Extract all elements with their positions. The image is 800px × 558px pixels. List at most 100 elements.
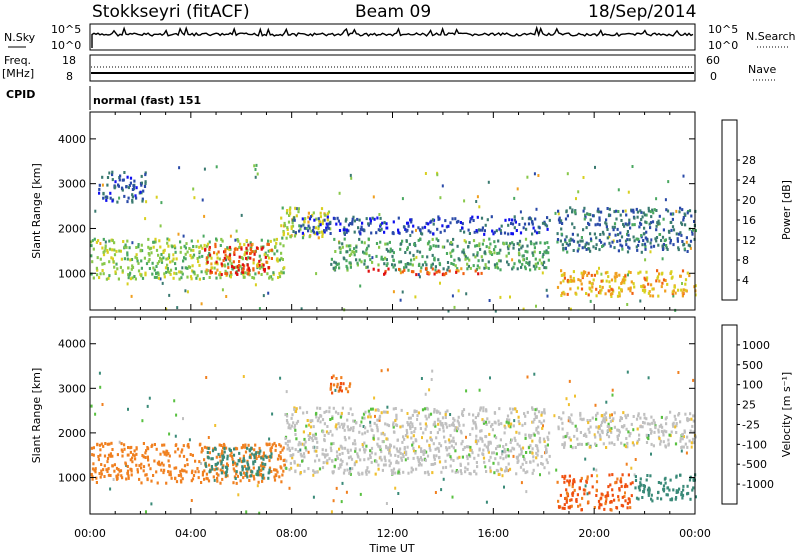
data-cell	[579, 411, 582, 415]
scatter-cell	[258, 307, 261, 311]
data-cell	[515, 455, 518, 459]
scatter-cell	[525, 490, 528, 494]
data-cell	[280, 480, 283, 484]
data-cell	[619, 477, 623, 481]
scatter-cell	[596, 474, 599, 478]
data-cell	[477, 272, 480, 276]
data-cell	[255, 246, 259, 250]
data-cell	[650, 442, 653, 446]
scatter-cell	[184, 289, 187, 293]
data-cell	[222, 464, 225, 468]
data-cell	[135, 452, 138, 456]
data-cell	[264, 462, 267, 466]
data-cell	[329, 418, 332, 421]
data-cell	[685, 289, 688, 293]
data-cell	[574, 446, 577, 449]
data-cell	[681, 433, 684, 437]
data-cell	[664, 481, 667, 485]
data-cell	[679, 420, 682, 424]
data-cell	[436, 431, 439, 435]
data-cell	[471, 215, 474, 219]
data-cell	[123, 257, 126, 261]
data-cell	[200, 270, 203, 274]
data-cell	[528, 216, 531, 220]
data-cell	[226, 457, 229, 461]
nsky-trace	[91, 25, 694, 48]
data-cell	[507, 223, 510, 227]
data-cell	[113, 241, 116, 245]
data-cell	[563, 480, 566, 484]
data-cell	[315, 217, 318, 221]
data-cell	[505, 242, 508, 245]
data-cell	[493, 251, 496, 255]
data-cell	[288, 214, 291, 217]
data-cell	[135, 196, 138, 200]
data-cell	[315, 454, 318, 458]
data-cell	[115, 262, 118, 266]
data-cell	[633, 216, 636, 220]
data-cell	[384, 269, 387, 273]
data-cell	[565, 434, 568, 438]
data-cell	[360, 260, 363, 264]
data-cell	[663, 477, 666, 481]
data-cell	[595, 480, 599, 484]
data-cell	[531, 407, 534, 411]
data-cell	[188, 247, 191, 250]
data-cell	[404, 251, 407, 254]
data-cell	[600, 423, 603, 427]
data-cell	[293, 216, 296, 220]
data-cell	[295, 214, 298, 218]
data-cell	[260, 245, 263, 249]
colorbar-tick-label: 28	[742, 154, 756, 167]
data-cell	[496, 262, 499, 266]
data-cell	[471, 427, 474, 431]
data-cell	[385, 437, 388, 441]
data-cell	[370, 460, 373, 464]
data-cell	[588, 430, 591, 434]
data-cell	[224, 248, 227, 252]
scatter-cell	[677, 371, 680, 374]
data-cell	[683, 429, 686, 433]
data-cell	[106, 183, 109, 187]
data-cell	[224, 264, 227, 268]
data-cell	[129, 467, 132, 471]
scatter-cell	[605, 418, 608, 422]
data-cell	[622, 276, 625, 279]
scatter-cell	[451, 495, 454, 499]
data-cell	[458, 258, 461, 262]
data-cell	[638, 433, 641, 437]
data-cell	[445, 448, 448, 452]
data-cell	[521, 244, 524, 248]
data-cell	[172, 276, 175, 280]
data-cell	[144, 171, 147, 175]
data-cell	[428, 247, 431, 251]
data-cell	[349, 222, 352, 225]
data-cell	[635, 245, 638, 249]
data-cell	[306, 419, 309, 422]
scatter-cell	[361, 416, 364, 420]
data-cell	[108, 247, 112, 251]
scatter-cell	[173, 271, 176, 275]
data-cell	[267, 256, 271, 260]
data-cell	[682, 488, 685, 492]
data-cell	[220, 237, 223, 241]
data-cell	[628, 218, 631, 222]
data-cell	[316, 446, 319, 449]
data-cell	[96, 256, 99, 260]
data-cell	[536, 261, 539, 265]
data-cell	[243, 243, 246, 247]
data-cell	[613, 225, 616, 229]
data-cell	[327, 210, 331, 214]
data-cell	[543, 260, 546, 264]
data-cell	[281, 206, 284, 210]
data-cell	[662, 430, 665, 434]
data-cell	[188, 265, 192, 269]
data-cell	[171, 245, 174, 249]
data-cell	[495, 447, 498, 451]
data-cell	[218, 455, 221, 459]
data-cell	[322, 461, 325, 465]
data-cell	[626, 413, 629, 417]
data-cell	[405, 265, 408, 269]
data-cell	[481, 228, 484, 232]
data-cell	[643, 487, 646, 491]
